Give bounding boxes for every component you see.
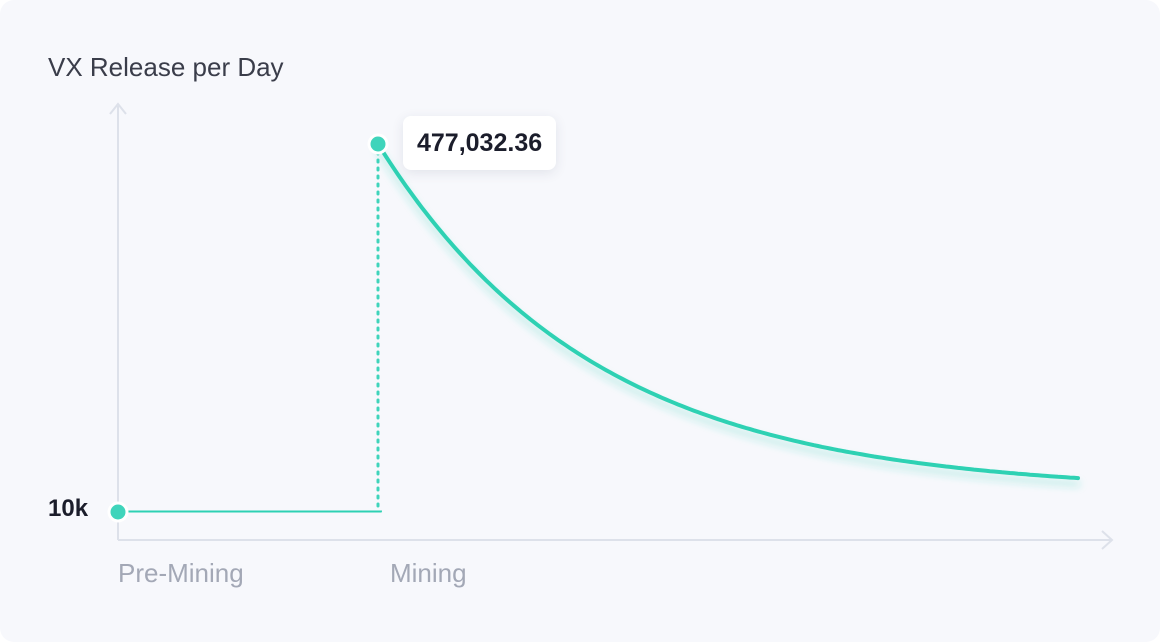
y-tick-label: 10k bbox=[48, 495, 89, 522]
x-axis-arrow bbox=[1101, 530, 1114, 550]
base-point-marker[interactable] bbox=[107, 501, 129, 523]
y-axis-title: VX Release per Day bbox=[48, 52, 284, 82]
y-axis-arrow bbox=[109, 102, 127, 115]
series-line-mining bbox=[376, 142, 1080, 481]
x-tick-label-mining: Mining bbox=[390, 558, 467, 588]
x-tick-label-pre-mining: Pre-Mining bbox=[118, 558, 244, 588]
peak-value-tooltip: 477,032.36 bbox=[403, 116, 557, 170]
series-line-pre-mining bbox=[116, 509, 382, 514]
peak-point-marker[interactable] bbox=[367, 133, 389, 155]
